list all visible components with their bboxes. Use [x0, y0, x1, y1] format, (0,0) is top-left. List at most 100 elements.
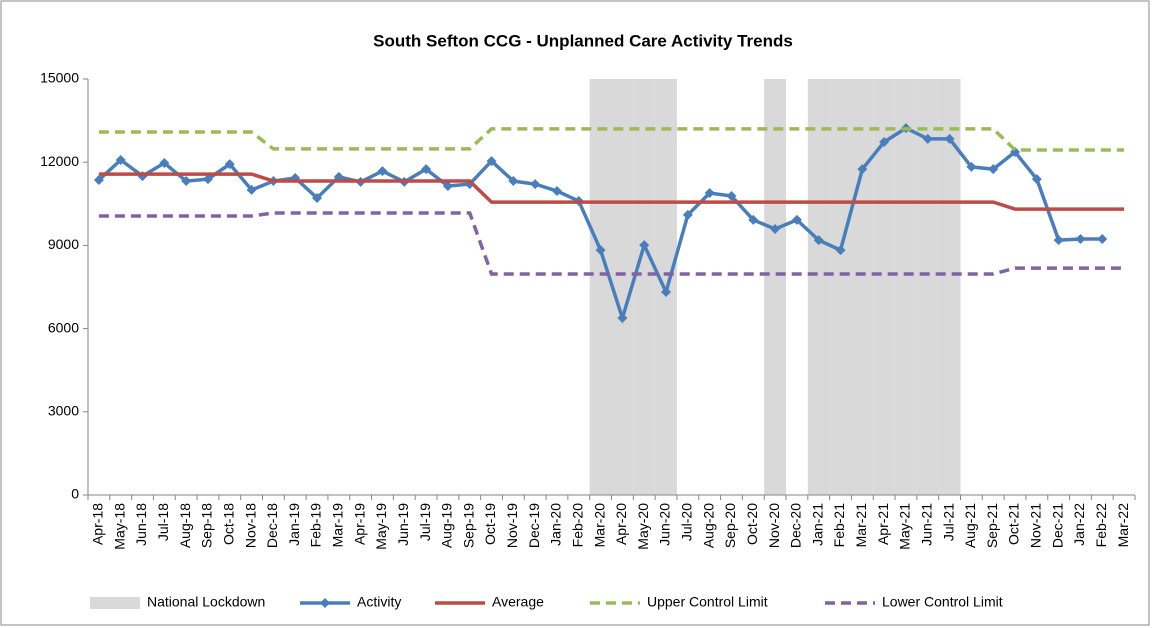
x-tick-label: Dec-20 — [788, 503, 804, 548]
x-tick-label: Dec-21 — [1049, 503, 1065, 548]
y-tick-label: 3000 — [48, 403, 79, 419]
x-tick-label: Jun-19 — [395, 503, 411, 546]
data-point — [1053, 235, 1064, 246]
x-tick-label: Dec-19 — [526, 503, 542, 548]
data-point — [682, 209, 693, 220]
legend-item: Upper Control Limit — [590, 594, 768, 610]
y-tick-label: 0 — [71, 486, 79, 502]
x-tick-label: May-21 — [897, 503, 913, 550]
legend-label: Upper Control Limit — [647, 594, 768, 610]
x-tick-label: Nov-18 — [242, 503, 258, 548]
lockdown-bar — [807, 79, 830, 495]
x-tick-label: Jul-18 — [155, 503, 171, 541]
x-tick-label: Aug-19 — [439, 503, 455, 548]
data-point — [551, 186, 562, 197]
data-point — [617, 313, 628, 324]
x-tick-label: Dec-18 — [264, 503, 280, 548]
x-tick-label: Jan-22 — [1071, 503, 1087, 546]
lockdown-bar — [764, 79, 786, 495]
data-point — [377, 166, 388, 177]
x-tick-label: Jan-21 — [809, 503, 825, 546]
data-point — [486, 156, 497, 167]
data-point — [835, 245, 846, 256]
data-point — [813, 235, 824, 246]
data-point — [93, 174, 104, 185]
data-point — [1097, 234, 1108, 245]
series-line — [98, 127, 1125, 152]
data-point — [442, 181, 453, 192]
data-point — [879, 136, 890, 147]
data-point — [159, 158, 170, 169]
x-tick-label: Oct-21 — [1006, 503, 1022, 545]
y-tick-label: 9000 — [48, 236, 79, 252]
x-tick-label: Sep-20 — [722, 503, 738, 548]
lockdown-bar — [633, 79, 656, 495]
x-tick-label: May-19 — [373, 503, 389, 550]
series-line — [98, 211, 1125, 276]
lockdown-bar — [611, 79, 634, 495]
lockdown-bar — [916, 79, 939, 495]
data-point — [988, 164, 999, 175]
x-tick-label: Feb-22 — [1093, 503, 1109, 548]
x-tick-label: Apr-19 — [351, 503, 367, 545]
data-point — [202, 174, 213, 185]
x-tick-label: Jun-18 — [133, 503, 149, 546]
data-point — [530, 179, 541, 190]
x-tick-label: Jul-19 — [417, 503, 433, 541]
x-tick-label: Jun-20 — [657, 503, 673, 546]
lockdown-bar — [873, 79, 896, 495]
data-point — [661, 286, 672, 297]
legend-item: Average — [435, 594, 544, 610]
x-tick-label: Jan-20 — [548, 503, 564, 546]
y-tick-label: 12000 — [40, 153, 79, 169]
x-tick-label: Aug-18 — [177, 503, 193, 548]
x-tick-label: Apr-20 — [613, 503, 629, 545]
x-tick-label: Mar-22 — [1115, 503, 1131, 548]
x-tick-label: Aug-20 — [700, 503, 716, 548]
legend-item: Lower Control Limit — [825, 594, 1003, 610]
legend-swatch — [90, 597, 140, 609]
data-point — [944, 133, 955, 144]
data-point — [224, 159, 235, 170]
lockdown-bar — [895, 79, 917, 495]
legend-label: Lower Control Limit — [882, 594, 1003, 610]
y-tick-label: 15000 — [40, 70, 79, 86]
series-line — [98, 172, 1125, 211]
x-tick-label: May-18 — [111, 503, 127, 550]
data-point — [421, 164, 432, 175]
lockdown-bar — [829, 79, 852, 495]
legend-marker — [320, 598, 330, 608]
x-tick-label: Apr-18 — [90, 503, 106, 545]
x-tick-label: Sep-18 — [199, 503, 215, 548]
x-tick-label: Jul-21 — [940, 503, 956, 541]
data-point — [922, 133, 933, 144]
data-point — [1031, 174, 1042, 185]
x-tick-label: Sep-19 — [460, 503, 476, 548]
lockdown-bar — [938, 79, 961, 495]
legend-item: National Lockdown — [90, 594, 265, 610]
data-point — [508, 176, 519, 187]
x-tick-label: Aug-21 — [962, 503, 978, 548]
data-point — [115, 154, 126, 165]
legend-label: Average — [492, 594, 544, 610]
data-point — [966, 161, 977, 172]
x-tick-label: Oct-20 — [744, 503, 760, 545]
x-tick-label: Oct-19 — [482, 503, 498, 545]
x-tick-label: Jul-20 — [679, 503, 695, 541]
lockdown-bar — [589, 79, 612, 495]
legend-label: Activity — [357, 594, 401, 610]
data-point — [748, 214, 759, 225]
y-tick-label: 6000 — [48, 319, 79, 335]
data-point — [791, 214, 802, 225]
x-tick-label: Jan-19 — [286, 503, 302, 546]
x-tick-label: Feb-19 — [308, 503, 324, 548]
x-tick-label: Feb-20 — [569, 503, 585, 548]
legend-item: Activity — [300, 594, 401, 610]
chart-title: South Sefton CCG - Unplanned Care Activi… — [373, 31, 793, 50]
legend-label: National Lockdown — [147, 594, 265, 610]
data-point — [639, 240, 650, 251]
lockdown-bar — [851, 79, 874, 495]
x-tick-label: Nov-19 — [504, 503, 520, 548]
data-point — [595, 245, 606, 256]
x-tick-label: Mar-21 — [853, 503, 869, 548]
